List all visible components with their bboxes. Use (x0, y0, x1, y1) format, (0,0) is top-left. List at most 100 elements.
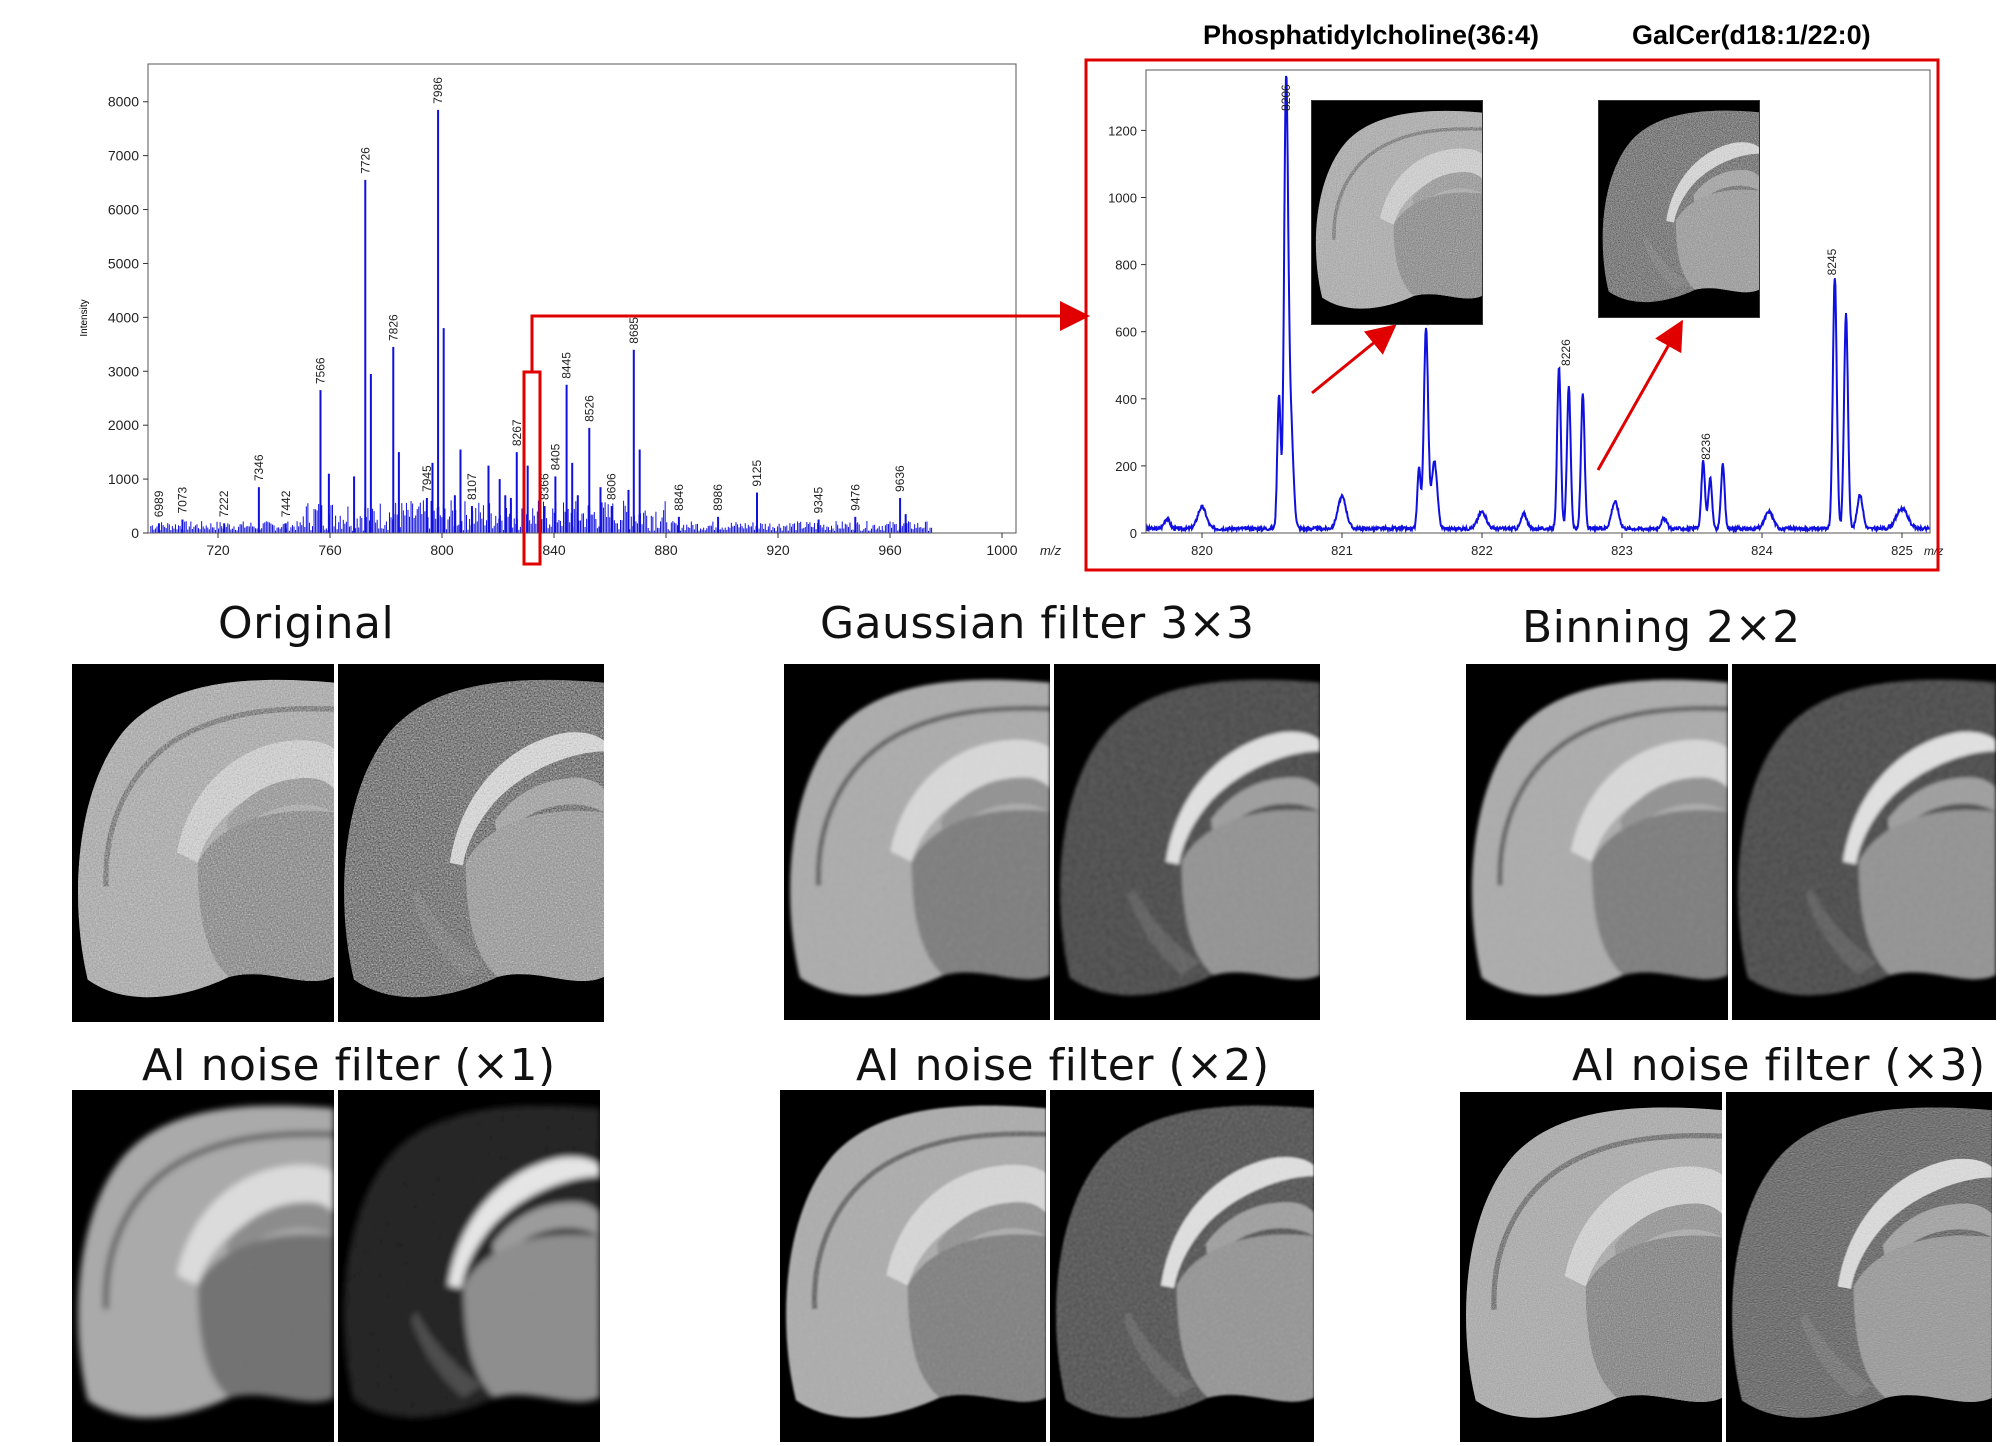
zoomed-mass-spectrum: 0 200 400 600 800 1000 1200 820 821 822 823 824 825 m… (1108, 69, 1943, 558)
brain-hippocampus-inner (1614, 1203, 1722, 1266)
peak-label: 7442 (279, 490, 293, 517)
brain-galcer-rendering (1726, 1092, 1992, 1442)
ai-x3-galcer-image (1726, 1092, 1992, 1442)
brain-hippocampus-inner (1693, 169, 1759, 209)
zoom-peak-label: 8226 (1559, 339, 1573, 366)
brain-hippocampus-inner (1620, 777, 1728, 841)
binning-galcer-image (1732, 664, 1996, 1020)
peak-label: 8366 (537, 473, 551, 500)
y-tick-label: 2000 (108, 417, 139, 433)
peak-label: 7945 (420, 465, 434, 492)
brain-thalamus (197, 810, 334, 982)
peak-label: 6989 (152, 490, 166, 517)
zoom-x-tick-label: 824 (1751, 543, 1773, 558)
zoom-spectrum-line (1145, 75, 1931, 534)
zoom-x-tick-label: 820 (1191, 543, 1213, 558)
peak-label: 7726 (358, 147, 372, 174)
brain-layer-stripe (1491, 1133, 1722, 1310)
brain-hippocampus-inner (1882, 1203, 1992, 1266)
brain-lateral-tract (1805, 888, 1878, 976)
zoom-y-tick-label: 800 (1115, 258, 1137, 273)
peak-label: 9125 (750, 460, 764, 487)
brain-white-matter-arc (1842, 731, 1996, 865)
brain-lateral-tract (1123, 1311, 1196, 1398)
brain-lateral-tract (1128, 888, 1201, 976)
brain-hippocampus (1380, 148, 1482, 225)
y-tick-label: 1000 (108, 471, 139, 487)
zoom-peak-label: 8206 (1279, 84, 1293, 111)
brain-thalamus (1181, 810, 1320, 980)
zoom-y-tick-label: 400 (1115, 392, 1137, 407)
brain-thalamus (1675, 189, 1759, 293)
peak-label: 8445 (560, 352, 574, 379)
brain-layer-stripe (811, 1131, 1046, 1310)
original-galcer-image (338, 664, 604, 1022)
zoom-y-tick-label: 600 (1115, 325, 1137, 340)
brain-hippocampus-inner (1210, 777, 1320, 841)
x-tick-label: 800 (430, 542, 454, 558)
binning-pc-image (1466, 664, 1728, 1020)
brain-layer-stripe (103, 1131, 334, 1310)
brain-hippocampus (890, 739, 1050, 862)
pc-inset-image (1311, 100, 1483, 325)
full-mass-spectrum: 0 1000 2000 3000 4000 5000 6000 7000 8000 720 760 8… (79, 63, 1061, 558)
brain-white-matter-arc (1165, 731, 1320, 865)
brain-hippocampus-inner (1412, 172, 1482, 212)
peak-label: 8986 (711, 484, 725, 511)
brain-galcer-rendering (1732, 664, 1996, 1020)
x-tick-label: 760 (318, 542, 342, 558)
brain-pc-rendering (72, 1090, 334, 1442)
brain-thalamus (911, 810, 1050, 980)
gaussian-galcer-image (1054, 664, 1320, 1020)
brain-hippocampus-inner (226, 778, 334, 842)
brain-hippocampus-inner (226, 1202, 334, 1265)
brain-hippocampus-inner (1887, 777, 1996, 841)
pc-lipid-title: Phosphatidylcholine(36:4) (1203, 20, 1540, 50)
zoom-x-tick-label: 821 (1331, 543, 1353, 558)
brain-hippocampus-inner (492, 1202, 600, 1265)
brain-thalamus (907, 1234, 1046, 1402)
y-tick-label: 8000 (108, 94, 139, 110)
peak-label: 7826 (386, 314, 400, 341)
brain-hippocampus (1564, 1166, 1722, 1287)
zoom-x-unit-label: m/z (1924, 544, 1943, 558)
brain-pc-rendering (784, 664, 1050, 1020)
zoom-peak-label: 8236 (1699, 433, 1713, 460)
peak-label: 7222 (217, 490, 231, 517)
brain-pc-rendering (1466, 664, 1728, 1020)
brain-hippocampus-inner (1205, 1202, 1314, 1265)
panel-label-gaussian: Gaussian filter 3×3 (820, 598, 1255, 649)
spectrum-plot-frame (147, 63, 1017, 534)
ai-x1-galcer-image (338, 1090, 600, 1442)
peak-label: 8526 (582, 395, 596, 422)
peak-label: 8685 (627, 317, 641, 344)
panel-label-ai-x2: AI noise filter (×2) (856, 1040, 1270, 1091)
brain-thalamus (1176, 1234, 1314, 1402)
ai-x2-pc-image (780, 1090, 1046, 1442)
zoom-spectrum-trace (1145, 75, 1931, 534)
brain-lateral-tract (412, 889, 485, 977)
brain-layer-stripe (815, 705, 1050, 886)
brain-image-galcer (1599, 101, 1759, 317)
brain-hippocampus (886, 1164, 1046, 1286)
zoom-x-tick-label: 825 (1891, 543, 1913, 558)
peak-label: 8405 (548, 443, 562, 470)
y-tick-label: 5000 (108, 255, 139, 271)
brain-image-pc (1312, 101, 1482, 324)
ai-x2-galcer-image (1050, 1090, 1314, 1442)
x-tick-label: 720 (206, 542, 230, 558)
x-tick-label: 880 (654, 542, 678, 558)
zoom-y-tick-label: 200 (1115, 459, 1137, 474)
brain-hippocampus (176, 740, 334, 863)
x-tick-label: 1000 (986, 542, 1017, 558)
original-pc-image (72, 664, 334, 1022)
brain-lateral-tract (411, 1311, 483, 1398)
brain-hippocampus (176, 1164, 334, 1286)
panel-label-binning: Binning 2×2 (1522, 602, 1801, 653)
brain-galcer-rendering (1050, 1090, 1314, 1442)
brain-layer-stripe (1332, 127, 1482, 240)
ai-x3-pc-image (1460, 1092, 1722, 1442)
panel-label-original: Original (218, 598, 395, 649)
brain-thalamus (1591, 810, 1728, 980)
brain-pc-rendering (780, 1090, 1046, 1442)
